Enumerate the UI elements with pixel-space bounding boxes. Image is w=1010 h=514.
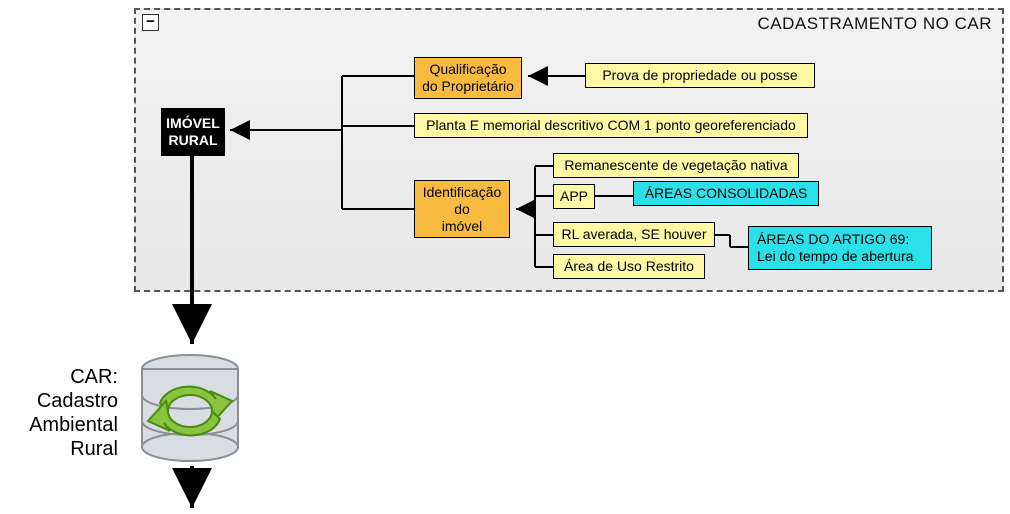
db-label-line: Rural — [70, 438, 118, 460]
panel-title: CADASTRAMENTO NO CAR — [758, 14, 993, 34]
node-app: APP — [553, 184, 595, 209]
db-label-line: Cadastro — [37, 390, 118, 412]
node-label: imóvel — [442, 218, 482, 234]
node-areas-art69: ÁREAS DO ARTIGO 69: Lei do tempo de aber… — [748, 226, 932, 270]
collapse-icon[interactable]: − — [142, 14, 159, 31]
node-label: IMÓVEL — [166, 115, 220, 131]
node-qualificacao: Qualificação do Proprietário — [414, 57, 522, 99]
node-prova: Prova de propriedade ou posse — [585, 63, 815, 88]
node-label: do Proprietário — [422, 78, 514, 94]
database-icon — [130, 349, 250, 469]
node-label: ÁREAS DO ARTIGO 69: — [757, 231, 909, 247]
node-imovel-rural: IMÓVEL RURAL — [161, 108, 225, 156]
db-label-line: Ambiental — [29, 414, 118, 436]
node-label: Identificação — [423, 184, 502, 200]
node-label: Lei do tempo de abertura — [757, 248, 913, 264]
node-label: RURAL — [169, 132, 218, 148]
node-label: Qualificação — [429, 61, 506, 77]
node-uso-restrito: Área de Uso Restrito — [553, 254, 705, 279]
node-remanescente: Remanescente de vegetação nativa — [553, 153, 799, 178]
node-identificacao: Identificação do imóvel — [414, 180, 510, 238]
db-label-line: CAR: — [70, 366, 118, 388]
node-label: do — [454, 201, 470, 217]
db-label: CAR: Cadastro Ambiental Rural — [8, 365, 118, 461]
node-areas-consolidadas: ÁREAS CONSOLIDADAS — [633, 181, 819, 206]
node-planta: Planta E memorial descritivo COM 1 ponto… — [414, 113, 808, 138]
node-rl: RL averada, SE houver — [553, 222, 715, 247]
